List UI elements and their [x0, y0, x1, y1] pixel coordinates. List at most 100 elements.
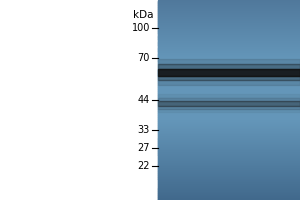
Bar — [158, 39, 300, 40]
Bar — [158, 59, 300, 64]
Bar — [158, 73, 300, 74]
Bar — [158, 61, 300, 62]
Bar — [158, 3, 300, 4]
Bar — [158, 89, 300, 90]
Bar — [158, 143, 300, 144]
Bar — [158, 169, 300, 170]
Bar — [158, 111, 300, 112]
Bar — [158, 67, 300, 68]
Bar — [158, 136, 300, 137]
Bar — [158, 105, 300, 106]
Bar — [158, 89, 300, 90]
Bar — [158, 41, 300, 43]
Bar — [158, 49, 300, 50]
Bar — [158, 59, 300, 60]
Bar — [158, 92, 300, 93]
Bar — [158, 184, 300, 185]
Bar — [158, 13, 300, 15]
Bar — [158, 45, 300, 46]
Bar — [158, 109, 300, 112]
Bar — [158, 145, 300, 146]
Bar — [158, 11, 300, 12]
Bar — [158, 5, 300, 6]
Text: 27: 27 — [137, 143, 150, 153]
Bar — [158, 35, 300, 36]
Bar — [158, 105, 300, 106]
Bar — [158, 44, 300, 45]
Bar — [158, 121, 300, 122]
Bar — [158, 182, 300, 183]
Bar — [158, 28, 300, 29]
Bar — [158, 8, 300, 9]
Bar — [158, 94, 300, 95]
Bar — [158, 128, 300, 129]
Bar — [158, 2, 300, 3]
Bar — [158, 43, 300, 45]
Bar — [158, 145, 300, 146]
Bar — [158, 23, 300, 24]
Bar — [158, 112, 300, 113]
Bar — [158, 86, 300, 87]
Bar — [158, 9, 300, 10]
Bar — [158, 47, 300, 48]
Bar — [158, 193, 300, 194]
Bar — [158, 122, 300, 123]
Bar — [158, 119, 300, 120]
Bar — [158, 53, 300, 54]
Bar — [158, 185, 300, 186]
Bar — [158, 179, 300, 180]
Bar — [158, 106, 300, 108]
Bar — [158, 70, 300, 71]
Bar — [158, 126, 300, 127]
Bar — [158, 110, 300, 111]
Bar — [158, 16, 300, 17]
Bar — [158, 46, 300, 47]
Bar — [158, 47, 300, 48]
Bar — [158, 101, 300, 103]
Bar — [158, 77, 300, 78]
Bar — [158, 90, 300, 91]
Bar — [158, 131, 300, 132]
Bar — [158, 170, 300, 171]
Bar — [158, 157, 300, 158]
Bar — [158, 118, 300, 119]
Bar — [158, 34, 300, 35]
Bar — [158, 151, 300, 152]
Bar — [158, 188, 300, 189]
Bar — [158, 61, 300, 62]
Bar — [158, 139, 300, 140]
Bar — [158, 191, 300, 192]
Bar — [158, 15, 300, 16]
Bar — [158, 48, 300, 49]
Bar — [158, 147, 300, 148]
Bar — [158, 52, 300, 53]
Bar — [158, 135, 300, 136]
Text: 70: 70 — [138, 53, 150, 63]
Bar — [158, 31, 300, 32]
Bar — [158, 195, 300, 196]
Bar — [158, 27, 300, 28]
Bar — [158, 17, 300, 19]
Bar — [158, 124, 300, 125]
Bar — [158, 127, 300, 128]
Bar — [158, 25, 300, 26]
Bar — [158, 139, 300, 140]
Bar — [158, 116, 300, 117]
Bar — [158, 150, 300, 151]
Bar — [158, 15, 300, 17]
Bar — [158, 83, 300, 84]
Bar — [158, 85, 300, 86]
Bar — [158, 198, 300, 199]
Bar — [158, 163, 300, 164]
Bar — [158, 10, 300, 11]
Bar — [158, 68, 300, 69]
Bar — [158, 68, 300, 75]
Bar — [158, 178, 300, 179]
Bar — [158, 199, 300, 200]
Bar — [158, 141, 300, 142]
Bar — [158, 199, 300, 200]
Bar — [158, 12, 300, 13]
Bar — [158, 84, 300, 85]
Bar — [158, 55, 300, 56]
Bar — [158, 64, 300, 68]
